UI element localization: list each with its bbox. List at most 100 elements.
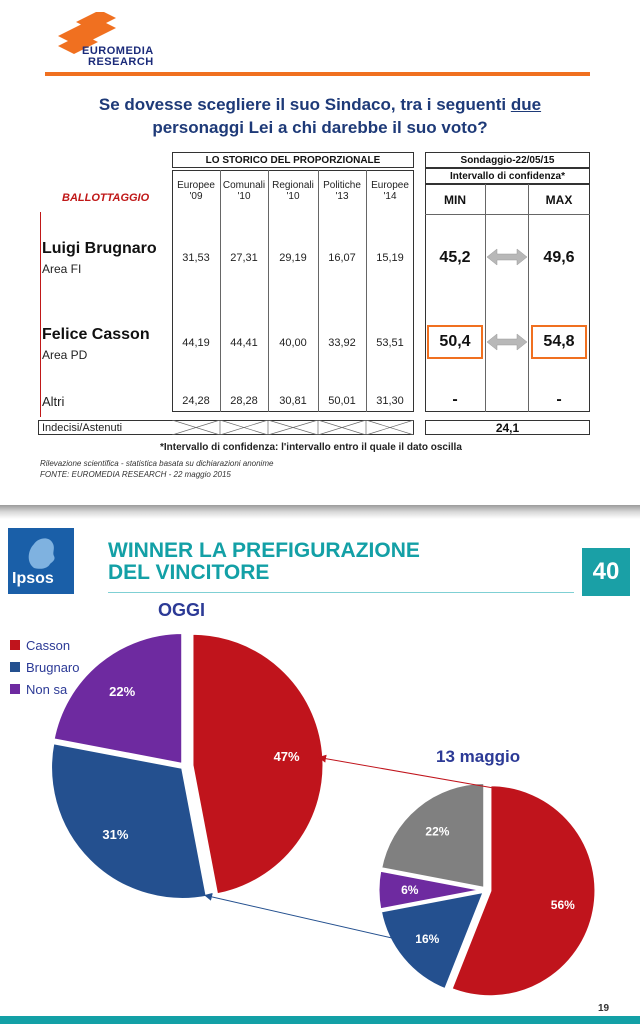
table-cell: 30,81 — [279, 395, 307, 407]
storico-table — [172, 170, 414, 412]
legend-item: Non sa — [10, 678, 79, 700]
pie-slice — [51, 630, 185, 767]
indecisi-row — [38, 420, 414, 435]
table-cell: 24,28 — [182, 395, 210, 407]
indecisi-label: Indecisi/Astenuti — [42, 422, 123, 434]
table-cell: 50,01 — [328, 395, 356, 407]
connector-arrow — [204, 892, 393, 939]
ballottaggio-line — [40, 212, 41, 417]
source-note: Rilevazione scientifica - statistica bas… — [40, 459, 274, 468]
euromedia-slide: EUROMEDIA RESEARCH Se dovesse scegliere … — [38, 12, 590, 479]
anniversary-badge: 40 — [582, 548, 630, 596]
column-header: Regionali '10 — [272, 180, 314, 202]
table-cell: 29,19 — [279, 252, 307, 264]
candidate-name: Altri — [42, 394, 65, 409]
col-divider — [528, 184, 529, 412]
table-cell: 16,07 — [328, 252, 356, 264]
max-header: MAX — [545, 193, 573, 207]
pie-slice-label: 6% — [401, 883, 419, 897]
slide-title: WINNER LA PREFIGURAZIONE DEL VINCITORE — [108, 540, 420, 584]
sondaggio-header-box — [425, 152, 590, 168]
footnote: *Intervallo di confidenza: l'intervallo … — [160, 442, 462, 453]
candidate-name: Felice Casson — [42, 326, 150, 343]
indecisi-value-box — [425, 420, 590, 435]
pie-slice — [49, 740, 210, 901]
table-cell: 28,28 — [230, 395, 258, 407]
euromedia-logo-icon — [58, 12, 116, 54]
legend-swatch — [10, 684, 20, 694]
pie-slice — [376, 868, 485, 912]
bottom-strip — [0, 1016, 640, 1024]
logo-line-1: EUROMEDIA — [82, 45, 154, 57]
legend-swatch — [10, 662, 20, 672]
source-note: FONTE: EUROMEDIA RESEARCH - 22 maggio 20… — [40, 470, 231, 479]
max-value: - — [556, 391, 562, 408]
table-cell: 53,51 — [376, 337, 404, 349]
storico-header: LO STORICO DEL PROPORZIONALE — [205, 155, 381, 166]
column-header: Europee '14 — [371, 180, 409, 202]
candidate-name: Luigi Brugnaro — [42, 240, 157, 257]
table-cell: 33,92 — [328, 337, 356, 349]
logo-line-2: RESEARCH — [88, 56, 154, 68]
col-divider — [220, 170, 221, 412]
logo-text: EUROMEDIA RESEARCH — [82, 46, 154, 68]
intervallo-header-box — [425, 168, 590, 184]
chart-title-oggi: OGGI — [158, 600, 206, 620]
question-title: Se dovesse scegliere il suo Sindaco, tra… — [60, 93, 580, 139]
pie-slice-label: 22% — [425, 824, 449, 838]
ipsos-face-icon — [28, 538, 55, 569]
table-cell: 15,19 — [376, 252, 404, 264]
teal-divider — [108, 592, 574, 593]
column-header: Comunali '10 — [222, 180, 266, 202]
indecisi-value: 24,1 — [495, 421, 520, 435]
max-highlight-box — [531, 325, 587, 359]
pie-slice — [190, 631, 326, 897]
pie-slice — [378, 889, 487, 992]
max-value: 54,8 — [543, 333, 575, 350]
legend-label: Casson — [26, 637, 71, 653]
legend-label: Brugnaro — [26, 659, 80, 675]
double-arrow-icon — [487, 333, 527, 351]
min-value: - — [452, 391, 458, 408]
connector-arrow — [318, 754, 506, 791]
col-divider — [268, 170, 269, 412]
min-value: 50,4 — [439, 333, 471, 350]
pie-slice-label: 22% — [109, 684, 135, 699]
candidate-area: Area PD — [42, 348, 88, 362]
candidate-area: Area FI — [42, 262, 82, 276]
max-value: 49,6 — [543, 249, 575, 266]
storico-header-box — [172, 152, 414, 168]
title-line-1: WINNER LA PREFIGURAZIONE — [108, 539, 420, 562]
legend-label: Non sa — [26, 681, 68, 697]
intervallo-table — [425, 184, 590, 412]
crossed-cells-icon — [172, 420, 414, 435]
pie-slice-label: 31% — [102, 827, 128, 842]
pie-slice — [378, 780, 487, 891]
legend-swatch — [10, 640, 20, 650]
question-underlined-word: due — [510, 95, 542, 114]
slide-shadow — [0, 505, 640, 519]
pie-slice-label: 56% — [551, 898, 575, 912]
chart-legend: Casson Brugnaro Non sa — [10, 634, 79, 700]
table-cell: 27,31 — [230, 252, 258, 264]
table-cell: 44,19 — [182, 337, 210, 349]
col-divider — [366, 170, 367, 412]
question-part-1: Se dovesse scegliere il suo Sindaco, tra… — [98, 95, 511, 114]
table-cell: 31,53 — [182, 252, 210, 264]
pie-slice — [448, 783, 598, 999]
page-number: 19 — [598, 1003, 610, 1014]
double-arrow-icon — [487, 248, 527, 266]
col-divider — [318, 170, 319, 412]
table-cell: 40,00 — [279, 337, 307, 349]
table-cell: 31,30 — [376, 395, 404, 407]
column-header: Europee '09 — [177, 180, 215, 202]
chart-title-13-maggio: 13 maggio — [436, 747, 521, 766]
ballottaggio-label: BALLOTTAGGIO — [62, 192, 150, 204]
legend-item: Brugnaro — [10, 656, 79, 678]
pie-charts: 47% 31% 22% 56% 16% 6% 22% — [49, 630, 598, 999]
title-line-2: DEL VINCITORE — [108, 561, 270, 584]
column-header: Politiche '13 — [323, 180, 361, 202]
pie-slice-label: 47% — [274, 749, 300, 764]
legend-item: Casson — [10, 634, 79, 656]
sondaggio-header: Sondaggio-22/05/15 — [460, 155, 555, 166]
